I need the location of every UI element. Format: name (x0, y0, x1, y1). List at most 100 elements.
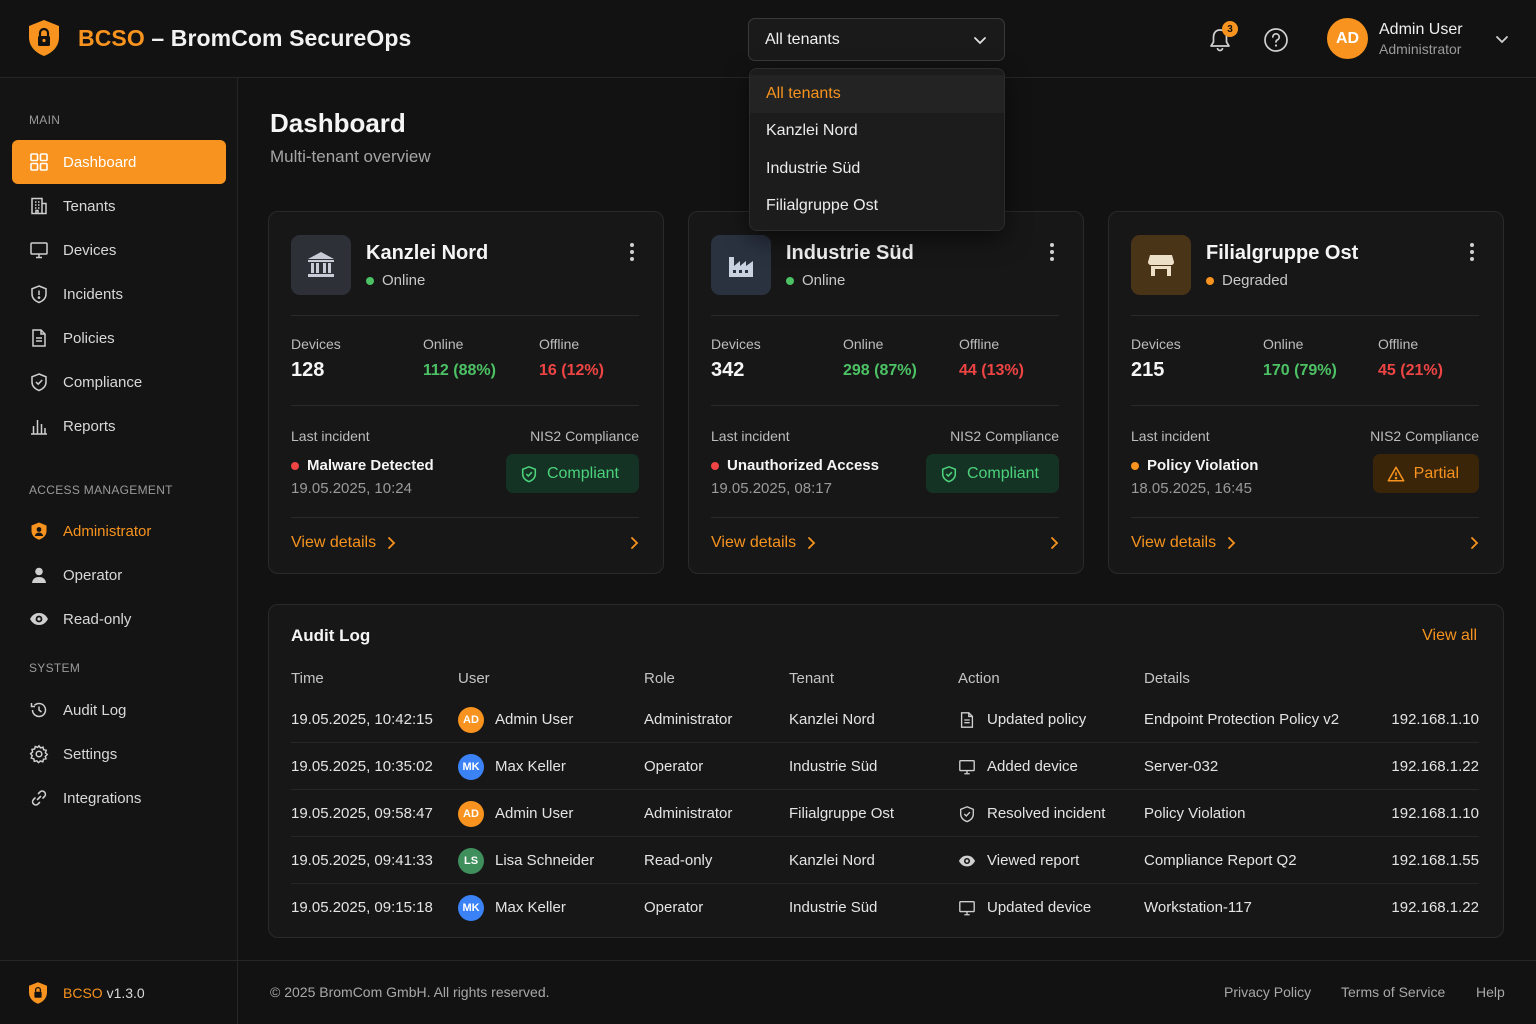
avatar: AD (458, 800, 484, 827)
chevron-down-icon (972, 32, 988, 48)
cell-user: MK Max Keller (458, 743, 566, 790)
notification-count-badge: 3 (1222, 21, 1238, 37)
more-vertical-icon[interactable] (629, 242, 635, 262)
dropdown-option-industrie-sud[interactable]: Industrie Süd (766, 159, 861, 177)
document-icon (29, 328, 49, 348)
column-header-details[interactable]: Details (1144, 670, 1190, 687)
dropdown-option-kanzlei-nord[interactable]: Kanzlei Nord (766, 122, 858, 140)
sidebar-item-label: Settings (63, 745, 118, 763)
column-header-tenant[interactable]: Tenant (789, 670, 835, 687)
sidebar-item-audit-log[interactable]: Audit Log (12, 688, 226, 732)
last-incident-name: Policy Violation (1131, 457, 1258, 474)
user-role: Administrator (1379, 40, 1462, 57)
more-vertical-icon[interactable] (1469, 242, 1475, 262)
table-row[interactable]: 19.05.2025, 10:35:02 MK Max Keller Operat… (291, 743, 1479, 790)
tenant-name: Kanzlei Nord (366, 242, 489, 264)
cell-action: Viewed report (958, 837, 1079, 884)
terms-of-service-link[interactable]: Terms of Service (1341, 984, 1446, 1000)
sidebar-item-label: Tenants (63, 197, 116, 215)
dropdown-option-filialgruppe-ost[interactable]: Filialgruppe Ost (766, 197, 879, 215)
cell-action: Updated policy (958, 696, 1086, 743)
sidebar-item-policies[interactable]: Policies (12, 316, 226, 360)
stat-value-devices: 342 (711, 359, 745, 381)
table-row[interactable]: 19.05.2025, 09:15:18 MK Max Keller Operat… (291, 884, 1479, 931)
cell-user: LS Lisa Schneider (458, 837, 594, 884)
sidebar-item-dashboard[interactable]: Dashboard (12, 140, 226, 184)
cell-details: Server-032 (1144, 758, 1219, 775)
column-header-time[interactable]: Time (291, 670, 324, 687)
shield-alert-icon (29, 284, 49, 304)
cell-details: Endpoint Protection Policy v2 (1144, 711, 1340, 728)
stat-label-online: Online (423, 336, 464, 352)
chevron-right-icon[interactable] (1469, 536, 1479, 550)
cell-ip: 192.168.1.22 (1391, 758, 1479, 775)
sidebar-item-read-only[interactable]: Read-only (12, 597, 226, 641)
severity-dot (1131, 461, 1139, 470)
stat-value-offline: 16 (12%) (539, 362, 604, 379)
sidebar-item-administrator[interactable]: Administrator (12, 509, 226, 553)
table-row[interactable]: 19.05.2025, 09:58:47 AD Admin User Admini… (291, 790, 1479, 837)
divider (711, 315, 1059, 316)
divider (291, 405, 639, 406)
column-header-action[interactable]: Action (958, 670, 1000, 687)
sidebar-item-label: Dashboard (63, 153, 137, 171)
status-text: Online (802, 272, 846, 289)
sidebar-item-tenants[interactable]: Tenants (12, 184, 226, 228)
view-details-link[interactable]: View details (291, 534, 396, 552)
shield-check-icon (29, 372, 49, 392)
cell-role: Operator (644, 899, 704, 916)
view-details-link[interactable]: View details (711, 534, 816, 552)
sidebar-section-title: SYSTEM (29, 661, 81, 675)
sidebar-item-compliance[interactable]: Compliance (12, 360, 226, 404)
sidebar-item-devices[interactable]: Devices (12, 228, 226, 272)
column-header-user[interactable]: User (458, 670, 490, 687)
eye-icon (29, 609, 49, 629)
divider (291, 517, 639, 518)
cell-time: 19.05.2025, 10:35:02 (291, 758, 433, 775)
status-dot (366, 276, 374, 285)
privacy-policy-link[interactable]: Privacy Policy (1224, 984, 1312, 1000)
table-row[interactable]: 19.05.2025, 10:42:15 AD Admin User Admini… (291, 696, 1479, 743)
chevron-right-icon[interactable] (1049, 536, 1059, 550)
sidebar-item-reports[interactable]: Reports (12, 404, 226, 448)
user-menu[interactable]: AD Admin User Administrator (1327, 18, 1510, 59)
top-header: BCSO – BromCom SecureOps All tenants 3 A… (0, 0, 1536, 78)
column-header-role[interactable]: Role (644, 670, 675, 687)
sidebar-item-operator[interactable]: Operator (12, 553, 226, 597)
shield-check-icon (940, 465, 958, 483)
cell-action: Resolved incident (958, 790, 1105, 837)
divider (237, 961, 238, 1024)
stat-label-devices: Devices (711, 336, 761, 352)
last-incident-date: 18.05.2025, 16:45 (1131, 480, 1252, 497)
cell-details: Policy Violation (1144, 805, 1246, 822)
stat-value-offline: 45 (21%) (1378, 362, 1443, 379)
tenant-select-value: All tenants (765, 30, 840, 48)
sidebar-item-incidents[interactable]: Incidents (12, 272, 226, 316)
sidebar-item-label: Devices (63, 241, 117, 259)
sidebar-item-label: Policies (63, 329, 115, 347)
divider (291, 315, 639, 316)
audit-log-title: Audit Log (291, 626, 371, 645)
view-all-link[interactable]: View all (1422, 627, 1477, 644)
view-details-link[interactable]: View details (1131, 534, 1236, 552)
tenant-select[interactable]: All tenants (748, 18, 1005, 61)
cell-tenant: Kanzlei Nord (789, 711, 875, 728)
tenant-card-kanzlei-nord: Kanzlei Nord Online Devices 128 Online 1… (268, 211, 664, 574)
sidebar-item-integrations[interactable]: Integrations (12, 776, 226, 820)
help-link[interactable]: Help (1476, 984, 1505, 1000)
divider (711, 405, 1059, 406)
chevron-right-icon (1226, 536, 1236, 550)
cell-ip: 192.168.1.10 (1391, 805, 1479, 822)
sidebar-item-settings[interactable]: Settings (12, 732, 226, 776)
link-icon (29, 788, 49, 808)
chevron-right-icon[interactable] (629, 536, 639, 550)
dropdown-option-all-tenants[interactable]: All tenants (750, 75, 1004, 113)
help-icon[interactable] (1263, 27, 1289, 53)
stat-value-online: 112 (88%) (423, 362, 496, 379)
brand[interactable]: BCSO – BromCom SecureOps (26, 18, 411, 58)
severity-dot (711, 461, 719, 470)
table-row[interactable]: 19.05.2025, 09:41:33 LS Lisa Schneider Re… (291, 837, 1479, 884)
more-vertical-icon[interactable] (1049, 242, 1055, 262)
cell-tenant: Kanzlei Nord (789, 852, 875, 869)
last-incident-label: Last incident (1131, 428, 1210, 444)
